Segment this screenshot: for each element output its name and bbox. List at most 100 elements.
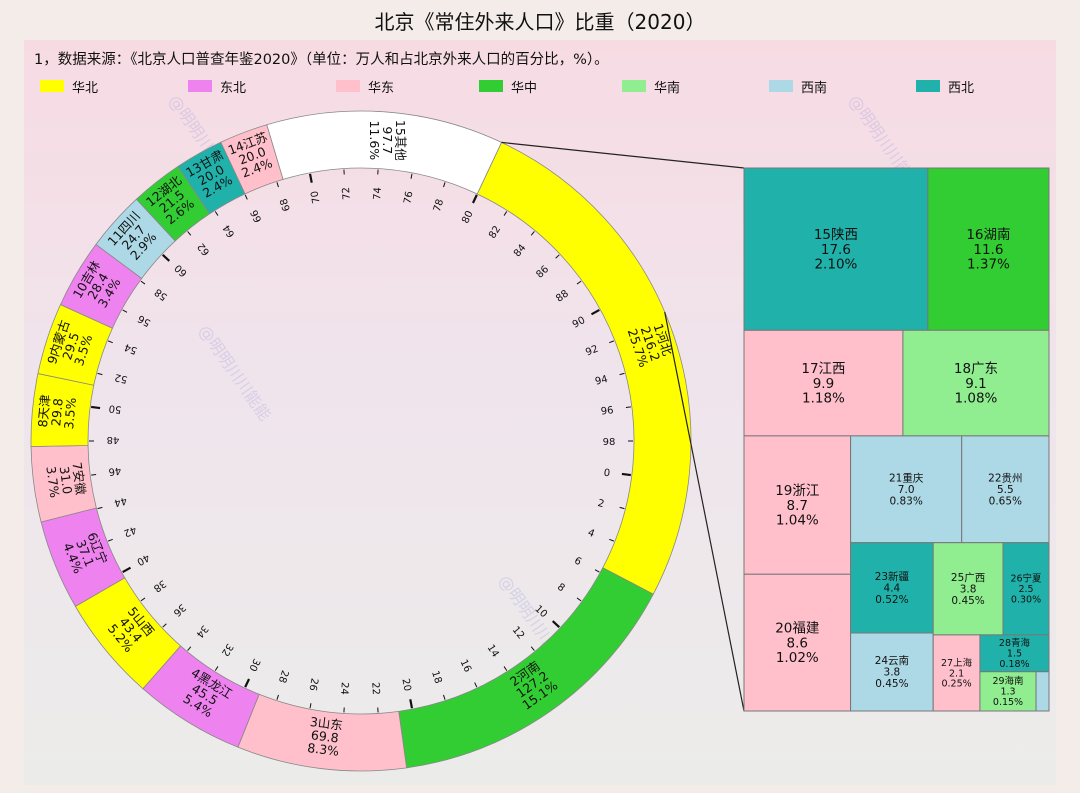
treemap-cell-1	[743, 167, 929, 331]
scale-tick-label: 76	[402, 190, 415, 205]
scale-tick	[530, 231, 535, 236]
scale-tick	[619, 506, 625, 510]
scale-tick-label: 40	[135, 551, 151, 567]
scale-tick-label: 58	[153, 286, 170, 302]
scale-tick-label: 60	[173, 262, 190, 279]
donut-segment-1	[476, 141, 692, 595]
percent-scale: 0246810121416182022242628303234363840424…	[89, 169, 633, 713]
scale-tick	[410, 173, 413, 179]
scale-tick	[276, 694, 279, 700]
scale-tick-label: 66	[249, 208, 264, 224]
scale-tick	[555, 254, 560, 259]
treemap-cell-11	[932, 542, 1004, 636]
treemap-cell-12	[1002, 542, 1050, 636]
scale-tick-label: 94	[594, 374, 609, 388]
scale-tick-label: 86	[534, 264, 551, 281]
scale-tick	[621, 472, 631, 477]
scale-tick	[625, 406, 631, 409]
legend-item-1: 东北	[188, 78, 246, 96]
scale-tick-label: 48	[107, 434, 120, 445]
scale-tick	[609, 538, 615, 542]
legend-label: 华北	[72, 80, 99, 96]
scale-tick-label: 24	[338, 682, 350, 695]
scale-tick-label: 96	[600, 405, 614, 418]
scale-tick-label: 78	[432, 198, 446, 214]
connector-line	[664, 311, 745, 712]
scale-tick-label: 18	[429, 670, 443, 686]
treemap-label-7: 21重庆 7.0 0.83%	[889, 471, 924, 507]
treemap-label-8: 22贵州 5.5 0.65%	[988, 471, 1022, 507]
scale-tick-label: 64	[221, 222, 237, 239]
treemap-label-13: 27上海 2.1 0.25%	[941, 657, 973, 690]
legend-label: 西北	[948, 80, 975, 96]
donut-label-7: 7安徽31.03.7%	[43, 461, 88, 500]
scale-tick-label: 6	[572, 555, 583, 568]
treemap-label-11: 25广西 3.8 0.45%	[951, 572, 985, 607]
scale-tick-label: 68	[279, 197, 293, 213]
treemap-label-4: 18广东 9.1 1.08%	[954, 361, 998, 407]
scale-tick-label: 38	[151, 577, 168, 593]
scale-tick-label: 12	[510, 625, 527, 642]
treemap-label-5: 19浙江 8.7 1.04%	[775, 483, 819, 529]
scale-tick	[409, 699, 414, 709]
scale-tick-label: 72	[341, 187, 353, 200]
scale-tick	[551, 620, 561, 628]
scale-tick-label: 74	[372, 187, 384, 200]
scale-tick	[576, 280, 582, 285]
treemap-label-3: 17江西 9.9 1.18%	[801, 361, 845, 407]
scale-tick-label: 16	[458, 658, 473, 674]
treemap-label-6: 20福建 8.6 1.02%	[775, 620, 819, 666]
scale-tick	[503, 211, 508, 216]
treemap-label-2: 16湖南 11.6 1.37%	[966, 227, 1010, 273]
legend-swatch	[916, 80, 940, 92]
treemap-label-10: 24云南 3.8 0.45%	[875, 654, 909, 690]
legend-item-0: 华北	[40, 78, 99, 96]
scale-tick-label: 2	[596, 498, 605, 510]
legend-swatch	[40, 80, 64, 92]
treemap-cell-8	[961, 435, 1050, 544]
scale-tick	[244, 194, 248, 200]
scale-tick-label: 42	[122, 523, 138, 538]
scale-tick-label: 62	[196, 241, 213, 258]
scale-tick-label: 44	[113, 494, 128, 508]
scale-tick	[162, 623, 167, 628]
treemap-cell-10	[850, 632, 934, 712]
scale-tick-label: 46	[108, 464, 122, 477]
scale-tick	[97, 506, 103, 510]
treemap-cell-14	[979, 634, 1050, 673]
source-note: 1，数据来源：《北京人口普查年鉴2020》（单位：万人和占北京外来人口的百分比，…	[34, 52, 609, 68]
scale-tick	[308, 173, 313, 183]
treemap-label-14: 28青海 1.5 0.18%	[999, 637, 1031, 670]
scale-tick	[530, 646, 535, 651]
scale-tick	[576, 597, 582, 602]
chart-title: 北京《常住外来人口》比重（2020）	[374, 10, 706, 34]
scale-tick-label: 36	[171, 601, 188, 618]
scale-tick	[609, 340, 615, 344]
scale-tick	[503, 666, 508, 671]
scale-tick	[244, 678, 251, 688]
scale-tick	[187, 231, 192, 236]
legend-swatch	[769, 80, 793, 92]
legend-item-3: 华中	[479, 78, 537, 96]
scale-tick	[97, 372, 103, 376]
scale-tick-label: 80	[460, 209, 475, 225]
scale-tick	[590, 308, 600, 316]
legend-label: 华南	[654, 80, 681, 96]
scale-tick-label: 34	[193, 623, 210, 640]
legend-item-2: 华东	[336, 78, 394, 96]
treemap-cell-2	[927, 167, 1050, 331]
legend-swatch	[622, 80, 646, 92]
treemap-cell-9	[850, 542, 934, 634]
treemap-cell-6	[743, 573, 852, 712]
legend-label: 西南	[801, 80, 828, 96]
legend-item-6: 西北	[916, 78, 975, 96]
scale-tick	[443, 182, 446, 188]
scale-tick-label: 82	[487, 224, 503, 241]
scale-tick	[474, 682, 478, 688]
donut-segment-15	[266, 110, 503, 195]
scale-tick	[122, 309, 128, 313]
treemap-label-12: 26宁夏 2.5 0.30%	[1010, 573, 1042, 606]
scale-tick-label: 20	[399, 678, 412, 693]
scale-tick-label: 98	[603, 437, 616, 448]
